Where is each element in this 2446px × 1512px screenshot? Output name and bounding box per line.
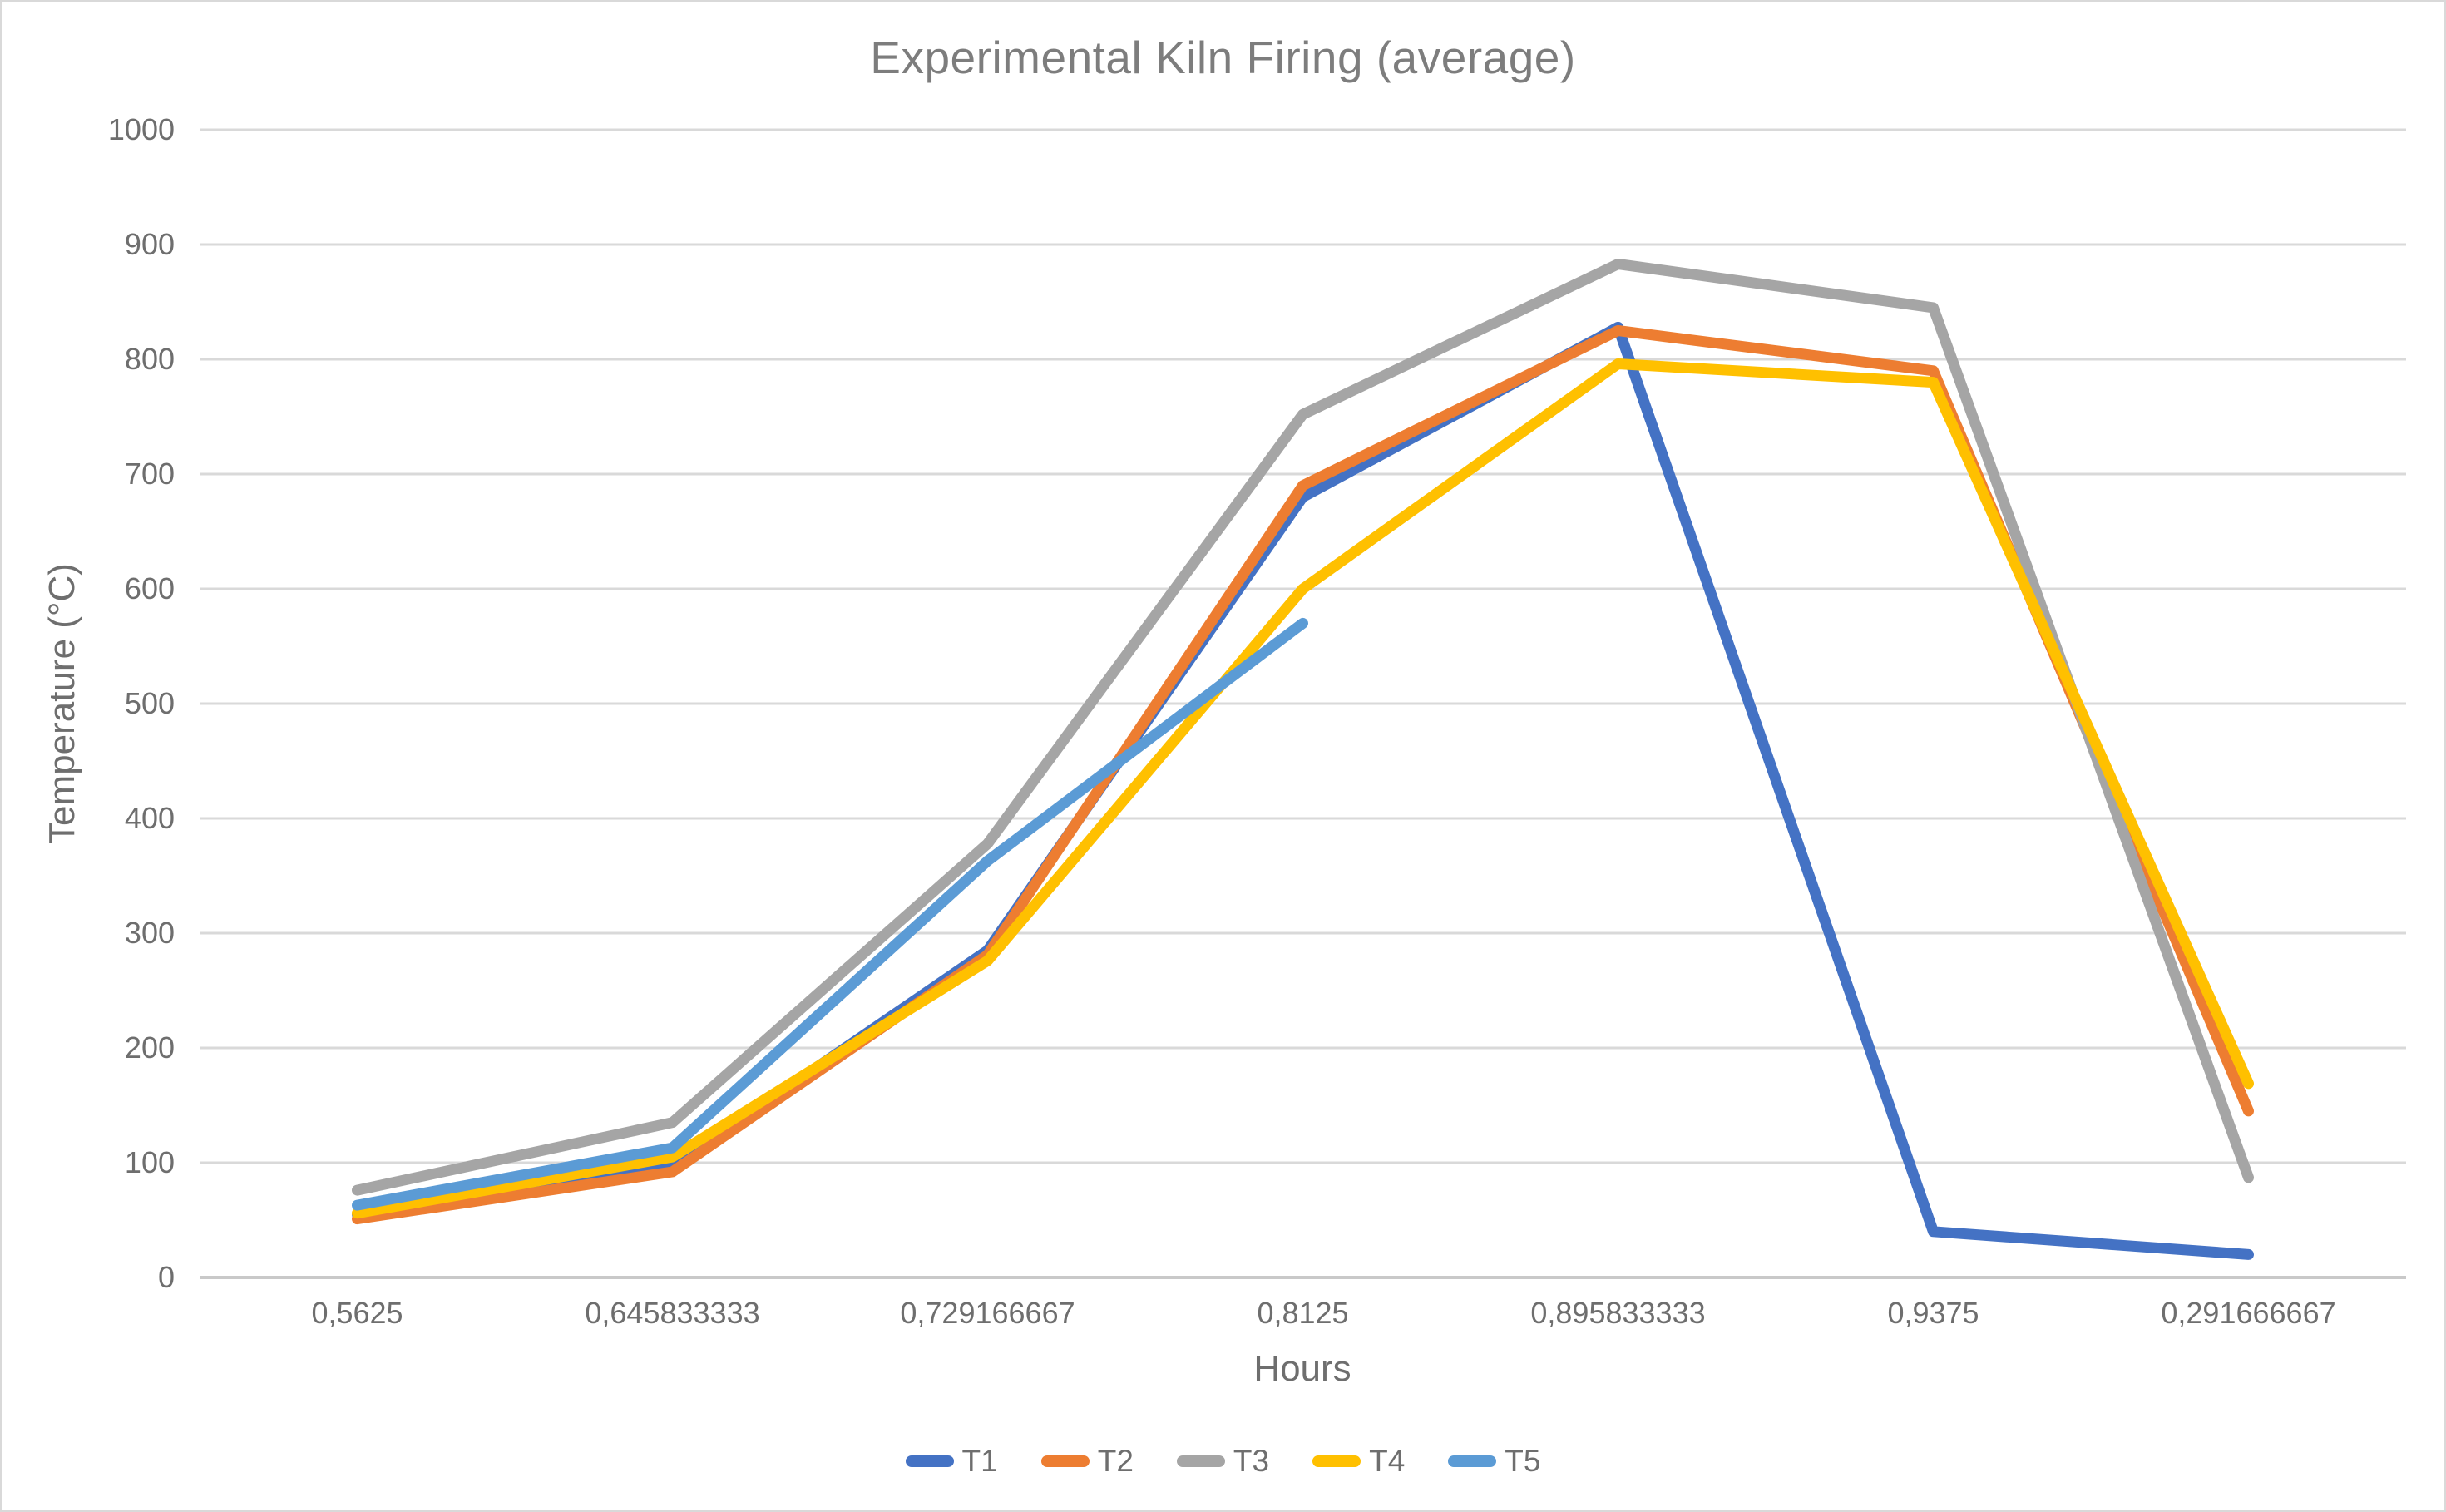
series-line-T5 (352, 617, 1308, 1211)
x-tick-label: 0,895833333 (1530, 1296, 1706, 1330)
legend-item-T1: T1 (905, 1444, 998, 1479)
chart-title: Experimental Kiln Firing (average) (870, 32, 1576, 83)
y-tick-label: 800 (124, 342, 175, 376)
y-tick-label: 900 (124, 227, 175, 261)
legend-item-T5: T5 (1448, 1444, 1540, 1479)
y-tick-label: 300 (124, 916, 175, 950)
legend-label: T1 (961, 1444, 998, 1478)
series-line-T3 (352, 259, 2254, 1196)
y-tick-label: 700 (124, 457, 175, 491)
legend-swatch-icon (1312, 1455, 1361, 1467)
series-line-T4 (352, 358, 2254, 1219)
y-tick-label: 400 (124, 801, 175, 835)
legend-item-T2: T2 (1040, 1444, 1134, 1479)
y-tick-label: 500 (124, 686, 175, 720)
y-tick-label: 200 (124, 1030, 175, 1065)
x-tick-label: 0,291666667 (2161, 1296, 2336, 1330)
x-tick-label: 0,645833333 (585, 1296, 760, 1330)
y-tick-label: 1000 (107, 112, 175, 146)
y-tick-label: 100 (124, 1145, 175, 1179)
legend: T1 T2 T3 T4 T5 (2, 1444, 2444, 1479)
x-axis-title: Hours (1253, 1348, 1351, 1389)
legend-item-T3: T3 (1176, 1444, 1270, 1479)
legend-swatch-icon (1448, 1455, 1497, 1467)
legend-label: T4 (1369, 1444, 1406, 1478)
x-tick-label: 0,8125 (1257, 1296, 1349, 1330)
legend-label: T3 (1233, 1444, 1270, 1478)
y-tick-label: 600 (124, 571, 175, 605)
y-tick-label: 0 (157, 1260, 175, 1294)
series-line-T2 (352, 325, 2254, 1225)
legend-label: T2 (1097, 1444, 1134, 1478)
x-tick-label: 0,5625 (311, 1296, 403, 1330)
legend-swatch-icon (905, 1455, 954, 1467)
x-tick-label: 0,9375 (1887, 1296, 1979, 1330)
legend-swatch-icon (1040, 1455, 1090, 1467)
legend-swatch-icon (1176, 1455, 1225, 1467)
x-tick-label: 0,729166667 (900, 1296, 1075, 1330)
series-line-T1 (352, 321, 2254, 1260)
legend-label: T5 (1505, 1444, 1541, 1478)
legend-item-T4: T4 (1312, 1444, 1405, 1479)
